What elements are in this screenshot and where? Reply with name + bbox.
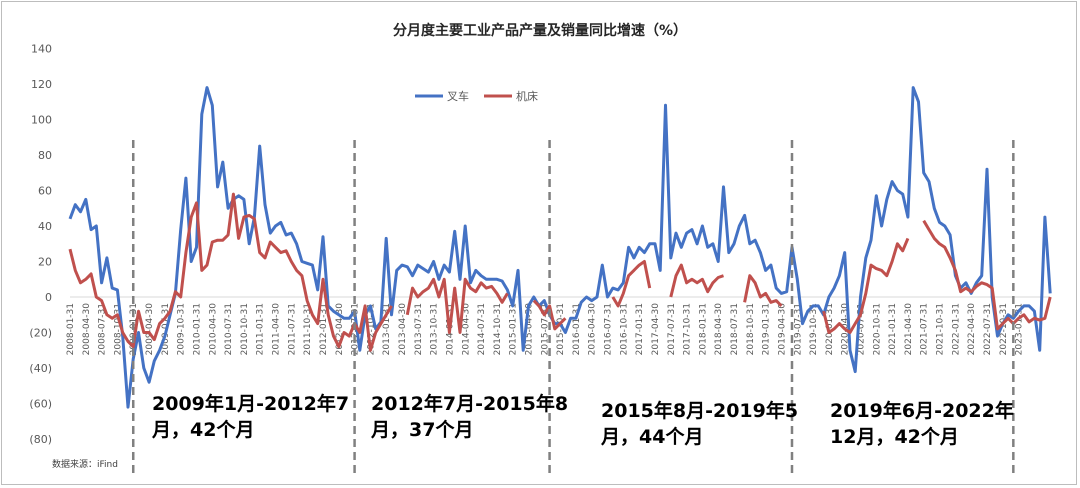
x-tick-label: 2020-10-31	[872, 303, 882, 355]
x-tick-label: 2021-04-30	[904, 303, 914, 356]
series-line-machine-tool	[68, 192, 1052, 352]
annotation-line-2: 月，44个月	[600, 426, 703, 448]
annotation-line-1: 2019年6月-2022年	[830, 399, 1014, 422]
x-tick-label: 2022-10-31	[999, 303, 1009, 355]
x-tick-label: 2023-01-31	[1015, 303, 1025, 355]
annotation-line-2: 月，37个月	[370, 419, 473, 441]
x-tick-label: 2014-10-31	[493, 303, 503, 355]
x-tick-label: 2012-04-30	[335, 303, 345, 356]
period-annotations: 2009年1月-2012年7 月，42个月 2012年7月-2015年8 月，3…	[151, 392, 1014, 448]
x-tick-label: 2021-07-31	[920, 303, 930, 355]
x-tick-label: 2018-01-31	[698, 303, 708, 355]
x-tick-label: 2011-10-31	[303, 303, 313, 355]
x-tick-label: 2020-01-31	[825, 303, 835, 355]
x-tick-label: 2013-07-31	[414, 303, 424, 355]
x-tick-label: 2022-07-31	[983, 303, 993, 355]
x-tick-label: 2010-10-31	[240, 303, 250, 355]
y-tick-label: (40)	[29, 362, 52, 375]
period-dividers	[131, 140, 1015, 475]
y-tick-label: 60	[38, 185, 52, 198]
y-tick-label: 100	[31, 114, 52, 127]
x-tick-label: 2020-07-31	[857, 303, 867, 355]
y-tick-label: 0	[45, 291, 52, 304]
x-tick-label: 2021-01-31	[888, 303, 898, 355]
x-tick-label: 2009-10-31	[177, 303, 187, 355]
series-lines	[68, 86, 1052, 409]
annotation-line-2: 12月，42个月	[830, 426, 959, 448]
x-tick-label: 2010-04-30	[208, 303, 218, 356]
x-tick-label: 2015-01-31	[509, 303, 519, 355]
x-tick-label: 2012-10-31	[366, 303, 376, 355]
chart-title: 分月度主要工业产品产量及销量同比增速（%）	[393, 22, 687, 39]
y-tick-label: 80	[38, 149, 52, 162]
x-tick-label: 2017-07-31	[667, 303, 677, 355]
x-tick-label: 2016-07-31	[604, 303, 614, 355]
x-tick-label: 2014-04-30	[461, 303, 471, 356]
y-tick-label: 140	[31, 43, 52, 56]
x-tick-label: 2019-04-30	[777, 303, 787, 356]
annotation-line-1: 2009年1月-2012年7	[152, 392, 349, 415]
annotation-line-2: 月，42个月	[151, 419, 254, 441]
x-tick-label: 2015-07-31	[540, 303, 550, 355]
x-tick-label: 2010-07-31	[224, 303, 234, 355]
y-tick-label: (80)	[29, 433, 52, 446]
x-tick-label: 2013-04-30	[398, 303, 408, 356]
x-tick-label: 2008-07-31	[98, 303, 108, 355]
source-note: 数据来源：iFind	[52, 458, 118, 470]
x-tick-label: 2016-10-31	[619, 303, 629, 355]
annotation-line-1: 2015年8月-2019年5	[601, 399, 798, 422]
x-tick-label: 2022-01-31	[951, 303, 961, 355]
x-tick-label: 2017-01-31	[635, 303, 645, 355]
x-tick-label: 2014-07-31	[477, 303, 487, 355]
x-tick-label: 2017-04-30	[651, 303, 661, 356]
y-axis-ticks: 140 120 100 80 60 40 20 0 (20) (40) (60) (80)	[29, 43, 52, 447]
x-tick-label: 2008-10-31	[113, 303, 123, 355]
legend: 叉车 机床	[415, 89, 538, 103]
y-tick-label: 40	[38, 220, 52, 233]
x-tick-label: 2010-01-31	[192, 303, 202, 355]
x-tick-label: 2009-04-30	[145, 303, 155, 356]
x-tick-label: 2011-04-30	[272, 303, 282, 356]
x-tick-label: 2017-10-31	[683, 303, 693, 355]
x-tick-label: 2013-10-31	[430, 303, 440, 355]
x-tick-label: 2011-07-31	[287, 303, 297, 355]
y-tick-label: 120	[31, 78, 52, 91]
x-axis-ticks: 2008-01-31 2008-04-30 2008-07-31 2008-10-31…	[66, 303, 1025, 356]
x-tick-label: 2019-07-31	[793, 303, 803, 355]
y-tick-label: 20	[38, 256, 52, 269]
x-tick-label: 2008-04-30	[82, 303, 92, 356]
x-tick-label: 2011-01-31	[256, 303, 266, 355]
x-tick-label: 2016-04-30	[588, 303, 598, 356]
x-tick-label: 2018-10-31	[746, 303, 756, 355]
legend-label-forklift: 叉车	[447, 89, 469, 103]
x-tick-label: 2018-04-30	[714, 303, 724, 356]
y-tick-label: (20)	[29, 327, 52, 340]
x-tick-label: 2019-01-31	[762, 303, 772, 355]
x-tick-label: 2008-01-31	[66, 303, 76, 355]
legend-label-machine-tool: 机床	[516, 89, 538, 103]
x-tick-label: 2022-04-30	[967, 303, 977, 356]
x-tick-label: 2019-10-31	[809, 303, 819, 355]
x-tick-label: 2013-01-31	[382, 303, 392, 355]
x-tick-label: 2012-01-31	[319, 303, 329, 355]
x-tick-label: 2016-01-31	[572, 303, 582, 355]
x-tick-label: 2015-10-31	[556, 303, 566, 355]
x-tick-label: 2018-07-31	[730, 303, 740, 355]
y-tick-label: (60)	[29, 398, 52, 411]
x-tick-label: 2015-04-30	[524, 303, 534, 356]
annotation-line-1: 2012年7月-2015年8	[371, 392, 568, 415]
x-tick-label: 2021-10-31	[936, 303, 946, 355]
